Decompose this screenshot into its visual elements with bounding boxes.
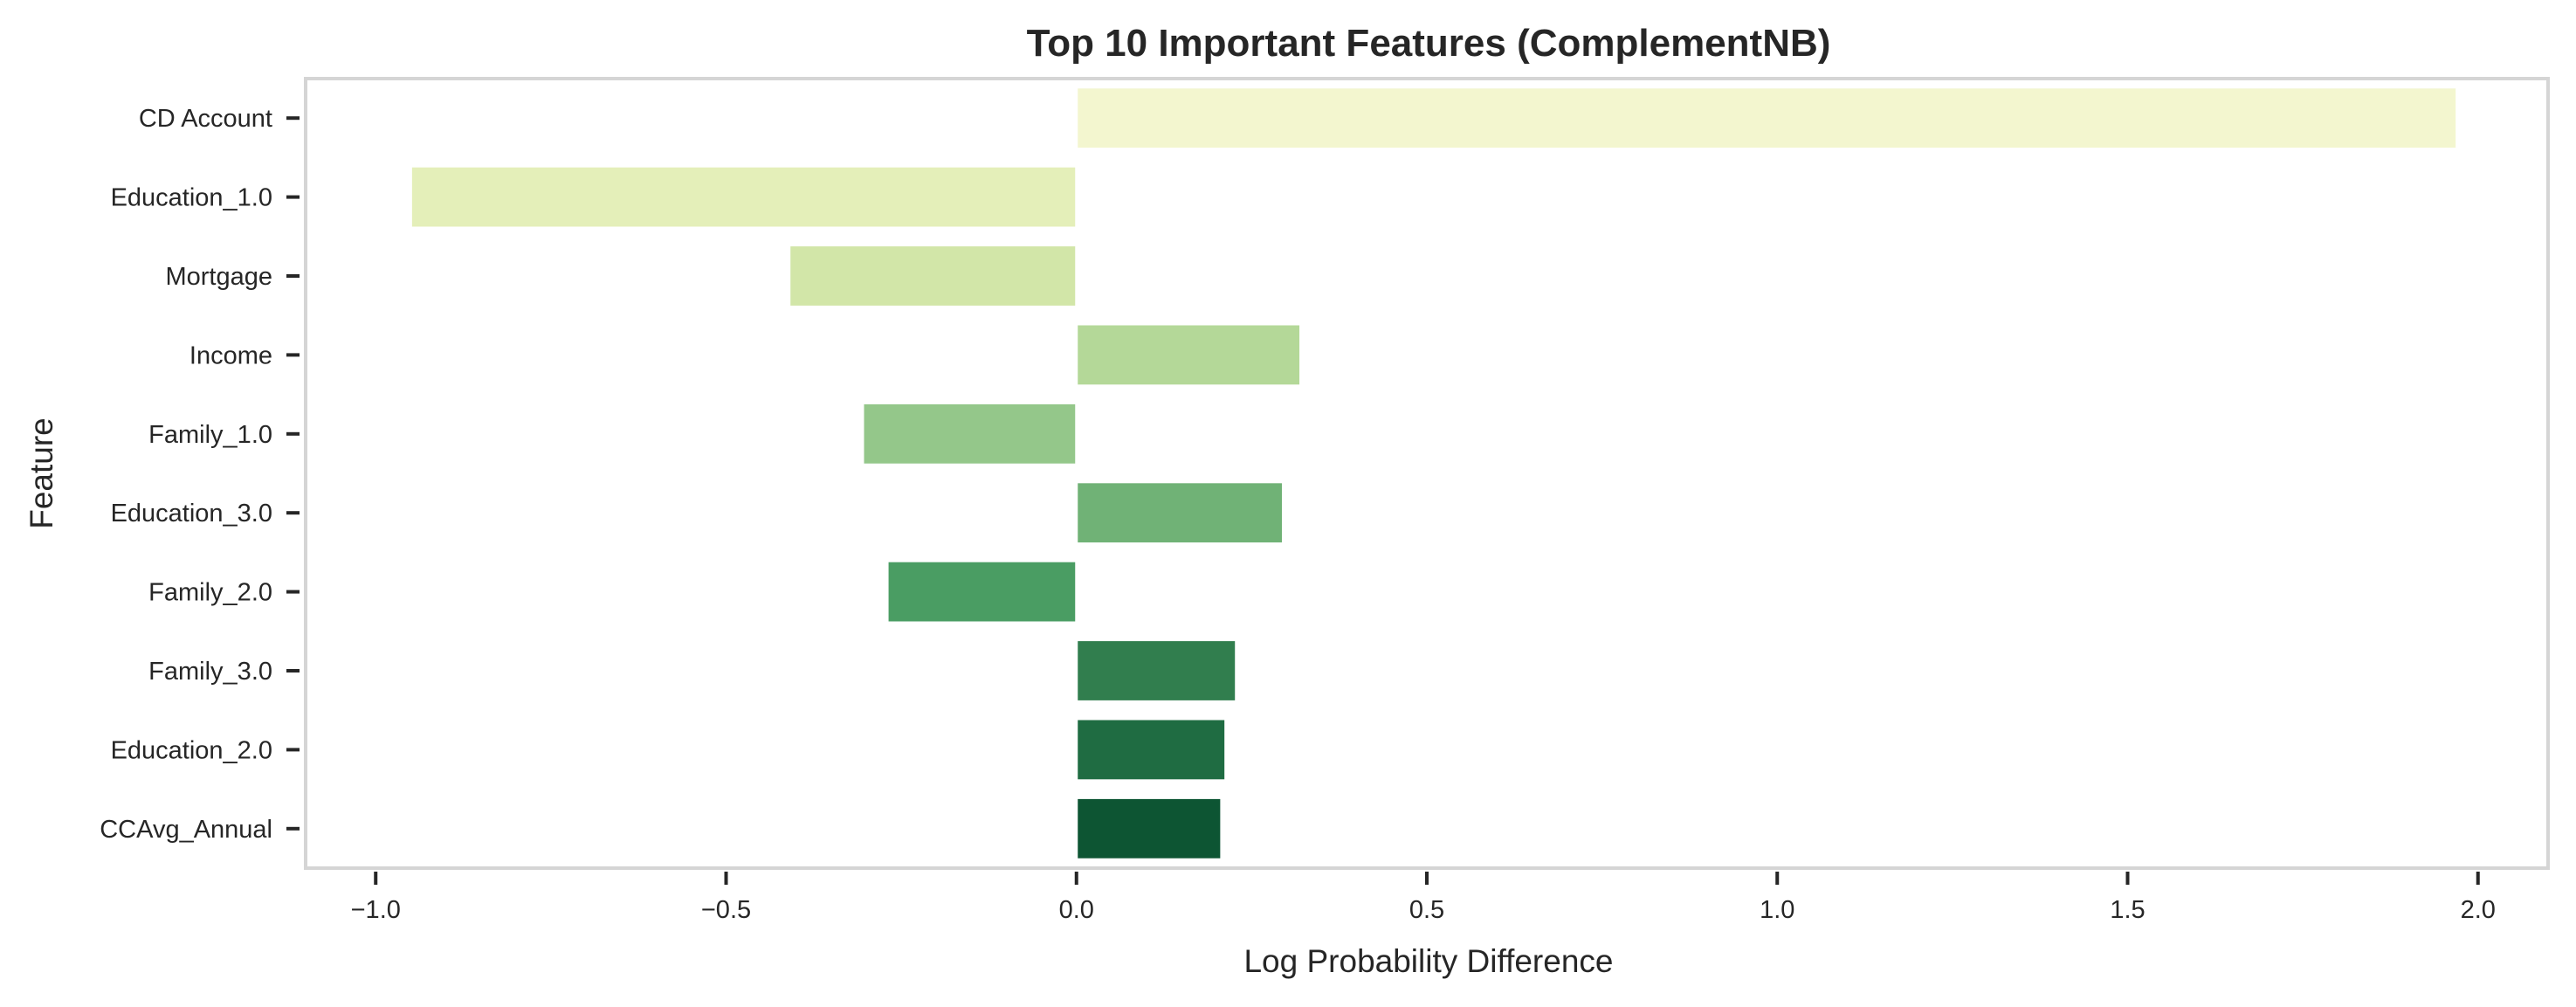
x-tick-label: 1.5: [2110, 896, 2145, 924]
y-tick-label: Mortgage: [165, 263, 272, 291]
bar-mortgage: [790, 246, 1076, 306]
y-tick-label: Education_2.0: [111, 736, 272, 764]
y-tick-label: Education_3.0: [111, 500, 272, 528]
y-tick-label: CD Account: [139, 105, 272, 133]
x-tick-label: 2.0: [2461, 896, 2496, 924]
x-tick-label: 0.0: [1059, 896, 1094, 924]
y-tick-label: Income: [189, 341, 272, 369]
plot-frame: [304, 77, 2550, 870]
x-tick-label: −1.0: [351, 896, 401, 924]
y-tick-label: Family_3.0: [148, 658, 272, 686]
x-tick-label: 0.5: [1409, 896, 1444, 924]
bar-education-1-0: [411, 167, 1076, 227]
bar-education-3-0: [1078, 483, 1282, 543]
y-tick-label: Education_1.0: [111, 184, 272, 212]
x-tick-label: −0.5: [701, 896, 751, 924]
x-axis: −1.0 −0.5 0.0 0.5 1.0 1.5 2.0: [351, 872, 2496, 924]
x-tick-label: 1.0: [1760, 896, 1794, 924]
bar-family-1-0: [864, 403, 1076, 464]
chart-title: Top 10 Important Features (ComplementNB): [1027, 22, 1831, 65]
y-tick-label: Family_2.0: [148, 579, 272, 607]
y-axis: CD Account Education_1.0 Mortgage Income Fam…: [100, 105, 300, 844]
bar-ccavg-annual: [1078, 798, 1221, 859]
y-tick-label: Family_1.0: [148, 421, 272, 449]
x-axis-label: Log Probability Difference: [1243, 943, 1613, 979]
bar-income: [1078, 325, 1300, 385]
y-tick-label: CCAvg_Annual: [100, 816, 272, 844]
bar-family-3-0: [1078, 641, 1236, 700]
y-axis-label: Feature: [24, 417, 59, 529]
bar-family-2-0: [888, 562, 1076, 622]
bar-education-2-0: [1078, 720, 1225, 780]
bar-cd-account: [1078, 88, 2456, 148]
bars-group: [411, 88, 2456, 859]
